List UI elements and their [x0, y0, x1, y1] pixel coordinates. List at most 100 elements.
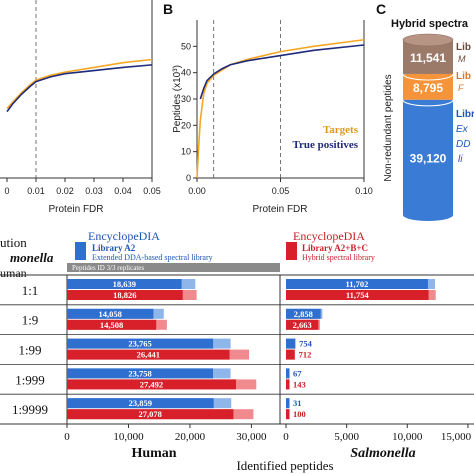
panel-d: ution monella uman EncyclopeDIA Library …	[0, 229, 474, 473]
panel-d-human-blue-bar	[67, 279, 182, 289]
panel-d-row-header-3: uman	[0, 266, 27, 280]
panel-b-xtick-label: 0.00	[188, 186, 206, 196]
panel-a-xtick-label: 0.03	[85, 186, 103, 196]
panel-d-human-red-label: 27,078	[139, 409, 162, 419]
panel-c-segment-label-2: 39,120	[410, 151, 447, 165]
panel-c-side-sub-1: M	[458, 54, 466, 64]
panel-d-category-label: 1:99	[18, 343, 41, 358]
panel-d-ticks: 0 10,000 20,000 30,000 0 5,000 10,000 15,000	[64, 424, 472, 443]
panel-d-human-red-label: 27,492	[140, 379, 163, 389]
panel-b-ytick-label: 10	[181, 147, 191, 157]
panel-c-side-label-2: Lib	[456, 71, 471, 82]
panel-b-xtick-label: 0.10	[355, 186, 373, 196]
panel-a-series-group	[6, 58, 153, 113]
panel-d-left-xtick-label: 0	[64, 431, 70, 443]
panel-c: C Hybrid spectra Non-redundant peptides …	[376, 1, 474, 221]
panel-d-salmonella-red-bar	[286, 290, 429, 300]
panel-c-side-sub-3: Ex	[456, 124, 469, 135]
panel-d-replicates-label: Peptides ID 3/3 replicates	[72, 264, 144, 272]
panel-b-xtick-label: 0.05	[272, 186, 290, 196]
panel-b-ytick-label: 20	[181, 120, 191, 130]
panel-d-category-label: 1:1	[22, 283, 39, 298]
panel-d-right-title: EncyclopeDIA	[293, 229, 365, 243]
panel-d-human-red-bar	[67, 409, 234, 420]
panel-c-segment-boundary	[402, 73, 454, 81]
panel-b-ylabel: Peptides (x10³)	[172, 65, 183, 133]
panel-d-category-label: 1:999	[15, 372, 45, 387]
panel-d-human-red-label: 18,826	[113, 290, 136, 300]
panel-d-right-legend-swatch	[286, 242, 297, 260]
panel-d-salmonella-blue-label: 31	[293, 398, 302, 408]
panel-a: 0 0.01 0.02 0.03 0.04 0.05 Protein FDR	[0, 0, 161, 215]
panel-d-replicates-bar	[67, 263, 280, 272]
panel-d-human-blue-bar	[67, 398, 214, 409]
panel-d-right-xtick-label: 0	[283, 431, 289, 443]
panel-d-row-header-1: ution	[0, 235, 27, 250]
panel-b-ticks: 0.00 0.05 0.10 0 10 20 30 40 50	[181, 41, 373, 196]
panel-d-salmonella-blue-label: 2,858	[294, 309, 313, 319]
panel-d-human-blue-bar	[67, 338, 214, 349]
panel-d-salmonella-blue-bar	[286, 338, 296, 349]
panel-d-category-label: 1:9999	[12, 402, 48, 417]
panel-b-series-line-0	[196, 38, 365, 179]
panel-d-human-blue-label: 23,765	[128, 339, 151, 349]
panel-c-cylinder-top	[402, 33, 454, 47]
panel-d-left-lib: Library A2	[92, 243, 136, 253]
panel-b-xlabel: Protein FDR	[252, 204, 307, 215]
panel-d-human-blue-bar	[67, 308, 154, 319]
panel-d-salmonella-red-label: 11,754	[346, 290, 370, 300]
panel-d-salmonella-blue-bar	[286, 308, 321, 319]
panel-c-side-sub-3b: DD	[456, 139, 470, 150]
panel-c-side-label-3: Libra	[456, 109, 474, 120]
panel-a-ticks: 0 0.01 0.02 0.03 0.04 0.05	[4, 178, 161, 196]
panel-a-series-line-1	[6, 64, 153, 113]
panel-d-human-red-bar	[67, 349, 230, 360]
panel-b-legend-true-positives: True positives	[293, 139, 359, 151]
panel-d-salmonella-blue-label: 11,702	[346, 279, 369, 289]
panel-a-xlabel: Protein FDR	[48, 204, 103, 215]
panel-a-xtick-label: 0.02	[56, 186, 74, 196]
panel-d-salmonella-blue-bar	[286, 368, 289, 379]
panel-d-right-xtick-label: 10,000	[392, 431, 423, 443]
panel-c-side-labels: Lib M Lib F Libra Ex DD li	[456, 42, 474, 165]
panel-d-salmonella-red-bar	[286, 409, 289, 420]
panel-d-left-desc: Extended DDA-based spectral library	[92, 253, 213, 262]
panel-a-xtick-label: 0.01	[27, 186, 45, 196]
panel-c-segment-boundary	[402, 99, 454, 107]
panel-d-left-xtick-label: 20,000	[175, 431, 206, 443]
panel-b-series-group	[196, 38, 365, 179]
panel-b-series-line-1	[199, 44, 365, 100]
panel-a-xtick-label: 0	[4, 186, 9, 196]
panel-d-right-desc: Hybrid spectral library	[302, 253, 375, 262]
panel-d-human-red-bar	[67, 319, 157, 330]
panel-d-human-red-bar	[67, 379, 236, 390]
panel-d-xlabel: Identified peptides	[236, 458, 333, 473]
panel-d-human-red-bar	[67, 290, 183, 300]
panel-d-right-lib: Library A2+B+C	[302, 243, 368, 253]
panel-a-xtick-label: 0.05	[143, 186, 161, 196]
panel-c-ylabel: Non-redundant peptides	[383, 74, 394, 181]
panel-b-ytick-label: 30	[181, 94, 191, 104]
panel-b-legend-targets: Targets	[323, 124, 359, 136]
panel-d-salmonella-red-label: 100	[293, 409, 306, 419]
panel-d-category-label: 1:9	[22, 313, 39, 328]
panel-d-left-legend-swatch	[75, 242, 86, 260]
panel-d-row-header-2: monella	[10, 250, 54, 265]
panel-a-xtick-label: 0.04	[114, 186, 132, 196]
panel-d-salmonella-blue-label: 754	[299, 339, 313, 349]
panel-d-left-title: EncyclopeDIA	[88, 229, 160, 243]
panel-c-segment-2	[403, 99, 453, 215]
panel-b-threshold-lines	[213, 20, 281, 178]
panel-c-letter: C	[376, 1, 386, 17]
panel-d-human-blue-label: 23,859	[129, 398, 152, 408]
panel-d-salmonella-blue-bar	[286, 279, 428, 289]
panel-d-salmonella-red-label: 143	[293, 379, 306, 389]
panel-d-salmonella-red-label: 2,663	[293, 320, 312, 330]
panel-d-salmonella-red-bar	[286, 319, 319, 330]
panel-d-human-blue-bar	[67, 368, 214, 379]
panel-c-cylinder: 11,541 8,795 39,120	[402, 33, 454, 221]
panel-d-human-blue-label: 23,758	[128, 368, 151, 378]
panel-d-right-axis-title: Salmonella	[350, 446, 415, 461]
